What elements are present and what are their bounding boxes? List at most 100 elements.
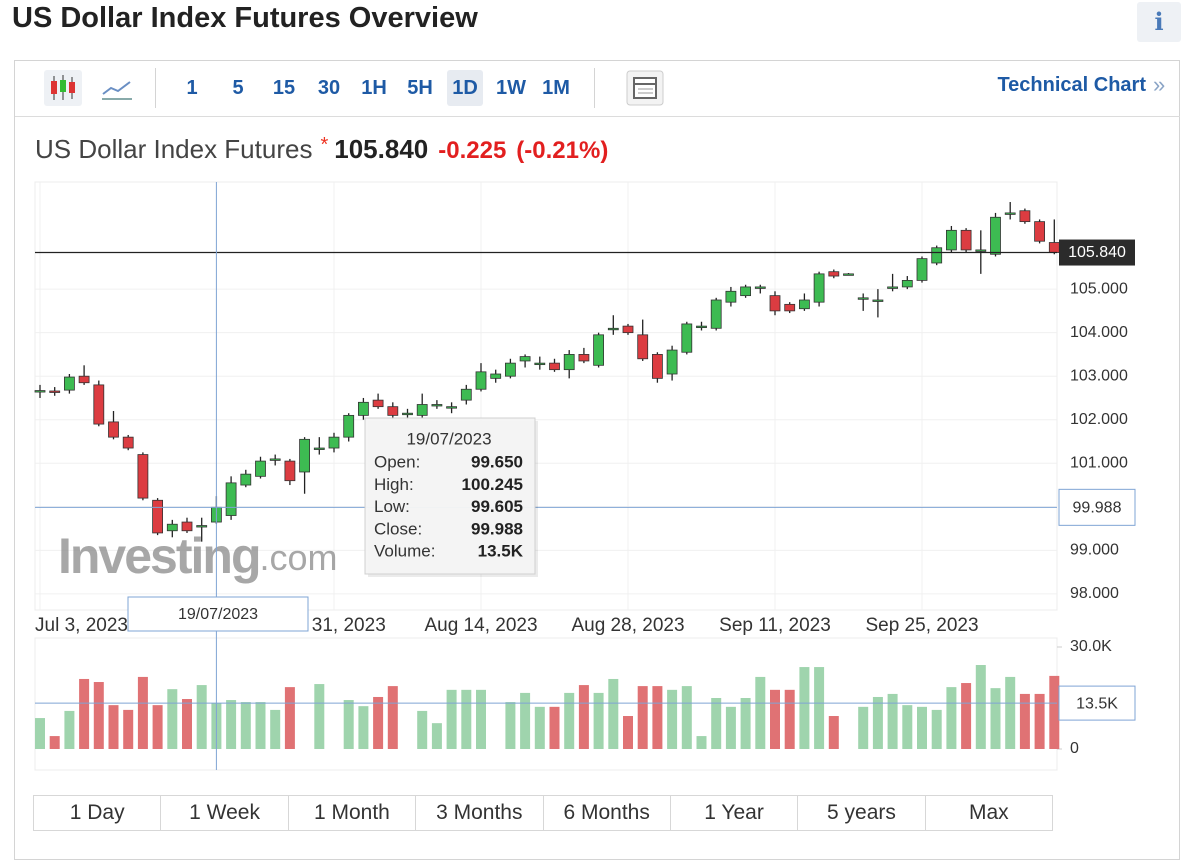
volume-bar [549,706,560,749]
volume-bar [152,705,163,749]
candle-body [64,376,75,391]
range-button[interactable]: 1 Year [671,796,799,830]
volume-bar [123,709,134,749]
candle-body [696,325,707,329]
icon-table [633,77,657,99]
x-tick-label: Aug 14, 2023 [424,615,537,636]
tooltip-value: 100.245 [462,475,523,494]
candle-body [549,362,560,371]
candle-body [872,299,884,302]
candle-body [34,390,46,393]
candle-body [637,334,649,360]
icon-body [60,80,66,92]
info-button[interactable]: i [1137,2,1181,42]
range-button[interactable]: Max [968,801,1009,824]
volume-bar [505,702,516,749]
range-button[interactable]: 1 Week [161,796,289,830]
range-button[interactable]: 1 Month [289,796,417,830]
candle-body [843,273,854,276]
crosshair-x-label: 19/07/2023 [178,606,258,623]
candle-body [313,447,325,450]
candle-body [196,525,208,528]
line-icon[interactable] [100,74,134,104]
volume-bar [975,665,986,749]
quote-name: US Dollar Index Futures [35,134,313,164]
range-button[interactable]: 5 years [798,796,926,830]
candle-body [372,399,384,408]
volume-bar [520,692,531,749]
volume-bar [255,702,266,749]
tooltip-label: Open: [374,452,420,471]
x-tick-label: Sep 11, 2023 [719,615,831,636]
interval-button[interactable]: 1H [361,77,387,99]
volume-bar [64,710,75,749]
quote-change-pct: (-0.21%) [516,137,609,164]
candle-body [901,280,913,288]
table-icon[interactable] [626,70,664,106]
volume-bar [343,700,354,749]
candle-body [887,286,898,289]
candle-body [240,473,252,486]
candle-body [475,371,487,390]
range-bar: 1 Day 1 Week 1 Month 3 Months 6 Months 1 Year… [33,795,1053,831]
interval-button[interactable]: 1D [447,70,483,106]
volume-bar [637,686,648,749]
candle-body [357,401,369,416]
volume-tick-label: 30.0K [1070,638,1112,655]
volume-bar [681,686,692,749]
volume-bar [431,723,442,749]
separator [155,68,156,108]
candle-body [652,354,663,379]
crosshair-y-label: 99.988 [1073,500,1122,517]
volume-bar [461,689,472,749]
volume-bar [799,667,810,749]
y-tick-label: 98.000 [1070,585,1119,602]
volume-bar [755,676,766,749]
icon-body [51,81,57,94]
interval-button[interactable]: 5 [232,77,244,99]
volume-bar [240,702,251,749]
volume-bar [696,736,707,749]
candle-body [416,404,428,416]
candle-body [490,373,502,379]
technical-chart-link[interactable]: Technical Chart [997,74,1146,96]
volume-bar [93,682,104,749]
link-arrow: » [1153,72,1166,97]
x-tick-label: Sep 25, 2023 [865,615,978,636]
range-button[interactable]: 3 Months [416,796,544,830]
candle-body [946,229,957,251]
candle-icon[interactable] [44,70,84,106]
volume-bar [564,692,575,749]
candle-body [975,249,987,252]
volume-bar [887,693,898,749]
interval-button[interactable]: 30 [317,77,341,99]
candle-body [916,258,928,281]
candle-body [225,482,237,516]
tooltip-box [364,417,536,575]
candle-body [1019,210,1031,223]
interval-button[interactable]: 1M [542,77,570,99]
interval-button[interactable]: 15 [272,77,296,99]
separator [594,68,595,108]
volume-bar [828,716,839,749]
candle-body [269,458,281,461]
volume-bar [476,689,486,749]
interval-button[interactable]: 5H [407,77,433,99]
y-tick-label: 104.000 [1070,324,1128,341]
quote-marker: * [320,134,329,156]
tooltip-label: Volume: [374,542,435,561]
interval-button[interactable]: 1W [496,77,526,99]
interval-button[interactable]: 1 [186,77,198,99]
candle-body [93,384,105,425]
range-button[interactable]: 1 Day [34,796,162,830]
tooltip-value: 99.988 [471,519,523,538]
candle-body [255,460,266,477]
quote-line: US Dollar Index Futures * 105.840 -0.225 (-0… [35,134,618,165]
volume-bar [961,683,972,749]
price-panel [34,181,1058,611]
range-button[interactable]: 6 Months [544,796,671,830]
volume-bar [740,698,751,749]
watermark-brand: Investing [58,528,259,584]
volume-bar [79,678,90,749]
candle-body [137,454,149,499]
